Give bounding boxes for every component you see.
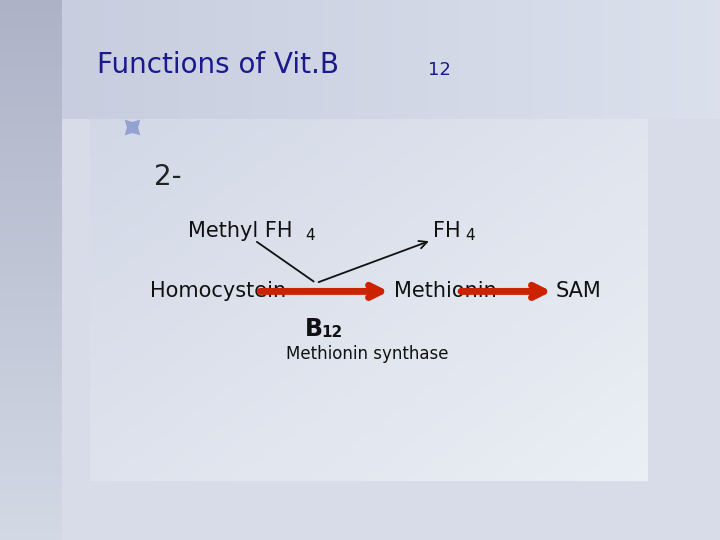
Text: 4: 4 xyxy=(305,228,315,243)
Text: 2-: 2- xyxy=(154,163,181,191)
Text: B: B xyxy=(305,317,323,341)
Text: 4: 4 xyxy=(466,228,475,243)
Text: Homocystein: Homocystein xyxy=(150,281,287,301)
Text: Methionin synthase: Methionin synthase xyxy=(287,345,449,363)
Text: SAM: SAM xyxy=(556,281,602,301)
Text: 12: 12 xyxy=(321,325,342,340)
Text: Methyl FH: Methyl FH xyxy=(188,221,292,241)
Text: 12: 12 xyxy=(428,61,451,79)
Text: FH: FH xyxy=(433,221,461,241)
Text: Functions of Vit.B: Functions of Vit.B xyxy=(97,51,339,79)
Text: Methionin: Methionin xyxy=(394,281,497,301)
